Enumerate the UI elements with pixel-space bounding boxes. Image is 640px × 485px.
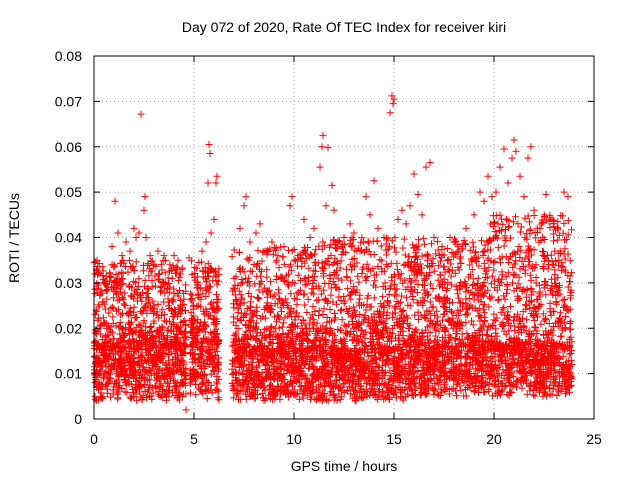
chart-canvas: 051015202500.010.020.030.040.050.060.070…	[0, 0, 640, 480]
roti-chart: 051015202500.010.020.030.040.050.060.070…	[0, 0, 640, 480]
